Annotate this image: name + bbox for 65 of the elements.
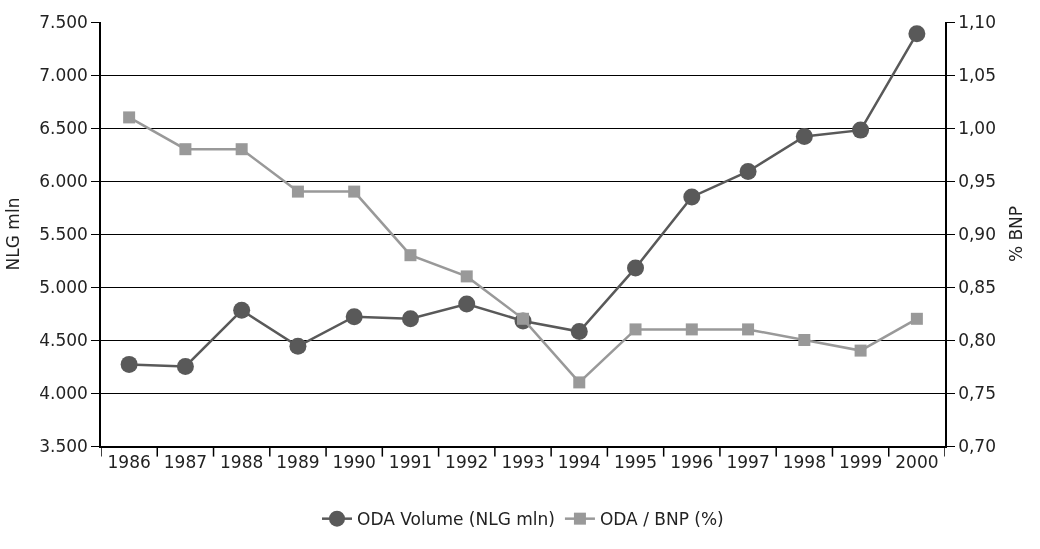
- legend-label: ODA / BNP (%): [599, 509, 724, 530]
- y2-tick-label: 1,00: [958, 117, 997, 138]
- y-tick-label: 7.500: [39, 11, 88, 32]
- point: [627, 259, 645, 277]
- x-tick-label: 1999: [838, 452, 883, 473]
- point: [458, 295, 476, 313]
- point: [629, 323, 642, 336]
- point: [235, 143, 248, 156]
- point: [742, 323, 755, 336]
- point: [233, 301, 251, 319]
- y-tick-label: 5.000: [39, 276, 88, 297]
- x-tick-label: 1992: [445, 452, 489, 473]
- y-tick-label: 4.000: [39, 382, 88, 403]
- point: [460, 270, 473, 283]
- y-tick-label: 3.500: [39, 435, 88, 456]
- y-tick-label: 6.000: [39, 170, 88, 191]
- point: [908, 25, 926, 43]
- y2-tick-label: 0,80: [958, 329, 997, 350]
- point: [289, 337, 307, 355]
- point: [739, 162, 757, 180]
- point: [179, 143, 192, 156]
- point: [910, 312, 923, 325]
- x-tick-label: 1998: [782, 452, 826, 473]
- x-tick-label: 1988: [220, 452, 264, 473]
- x-tick-label: 1987: [163, 452, 208, 473]
- x-tick-label: 1990: [332, 452, 376, 473]
- y2-tick-label: 1,05: [958, 64, 997, 85]
- x-tick-label: 1986: [107, 452, 151, 473]
- point: [683, 188, 701, 206]
- point: [123, 111, 136, 124]
- point: [795, 127, 813, 145]
- point: [120, 355, 138, 373]
- y-tick-label: 7.000: [39, 64, 88, 85]
- point: [291, 185, 304, 198]
- point: [798, 334, 811, 346]
- point: [852, 121, 870, 139]
- y-axis-title: NLG mln: [3, 197, 24, 271]
- y2-tick-label: 0,75: [958, 382, 997, 403]
- legend-label: ODA Volume (NLG mln): [357, 509, 555, 530]
- point: [854, 344, 867, 357]
- point: [345, 308, 363, 326]
- x-tick-label: 1993: [501, 452, 545, 473]
- x-tick-label: 1997: [726, 452, 770, 473]
- point: [570, 323, 588, 341]
- y-tick-label: 6.500: [39, 117, 88, 138]
- y2-tick-label: 0,70: [958, 435, 997, 456]
- point: [404, 249, 417, 262]
- y2-tick-label: 0,95: [958, 170, 997, 191]
- point: [401, 310, 419, 328]
- point: [348, 185, 361, 198]
- x-tick-label: 1989: [276, 452, 320, 473]
- point: [685, 323, 698, 336]
- x-tick-label: 2000: [895, 452, 939, 473]
- y-tick-label: 5.500: [39, 223, 88, 244]
- x-tick-label: 1996: [670, 452, 714, 473]
- y2-tick-label: 0,90: [958, 223, 997, 244]
- y2-axis-title: % BNP: [1005, 205, 1026, 263]
- y-tick-label: 4.500: [39, 329, 88, 350]
- point: [573, 376, 586, 389]
- x-tick-label: 1995: [613, 452, 658, 473]
- x-tick-label: 1991: [388, 452, 433, 473]
- y2-tick-label: 0,85: [958, 276, 997, 297]
- y2-tick-label: 1,10: [958, 11, 997, 32]
- x-tick-label: 1994: [557, 452, 601, 473]
- point: [176, 358, 194, 375]
